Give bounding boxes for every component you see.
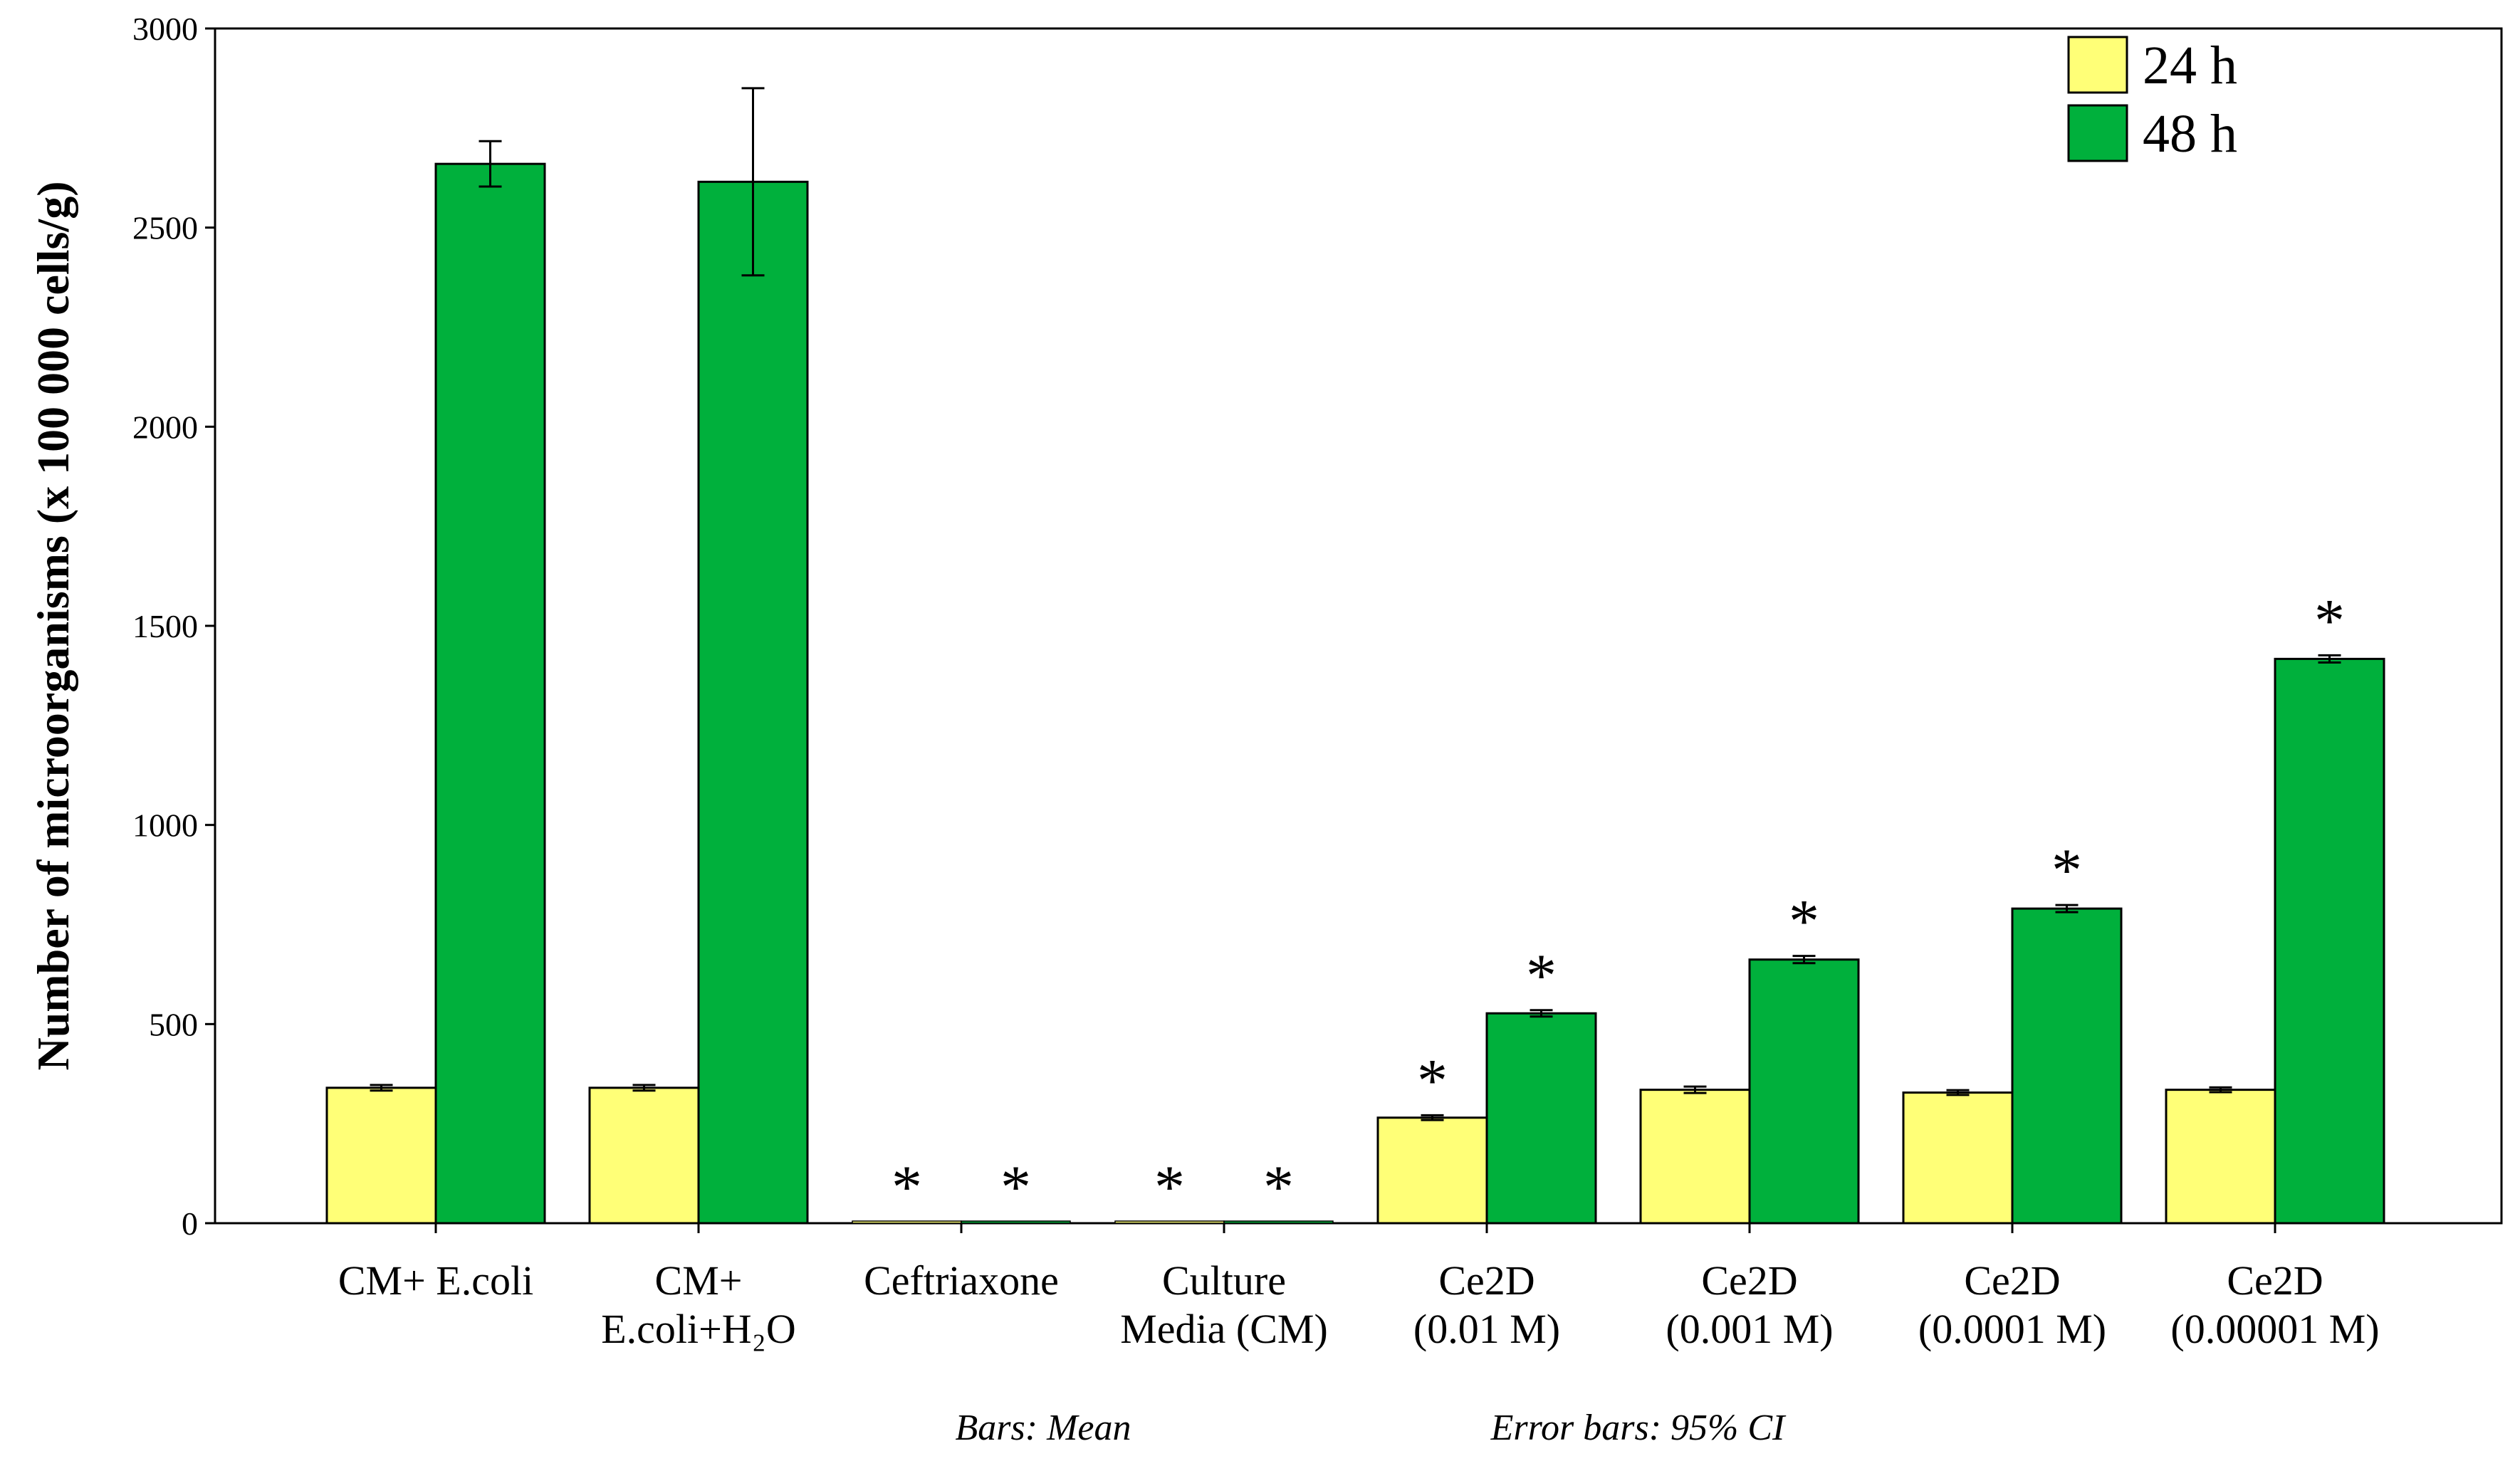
bar [1223, 1220, 1334, 1224]
bar [588, 1086, 700, 1225]
bar [2165, 1089, 2276, 1225]
footnote-bars: Bars: Mean [956, 1408, 1131, 1448]
significance-star: * [1000, 1153, 1031, 1221]
significance-star: * [1526, 941, 1557, 1010]
plot-frame [214, 27, 2503, 1225]
y-tick-label: 1000 [132, 807, 198, 844]
category-label: Media (CM) [1120, 1306, 1328, 1352]
y-tick-label: 500 [149, 1006, 198, 1042]
legend-swatch [2067, 104, 2128, 162]
y-tick-label: 3000 [132, 11, 198, 47]
category-label: (0.001 M) [1666, 1306, 1833, 1352]
category-label: (0.0001 M) [1918, 1306, 2106, 1352]
bar [1376, 1116, 1488, 1225]
significance-star: * [2314, 586, 2345, 654]
y-tick-label: 0 [182, 1205, 198, 1242]
category-label: CM+ E.coli [338, 1257, 533, 1304]
y-tick-label: 2000 [132, 409, 198, 445]
category-label: Ce2D [2227, 1257, 2323, 1304]
significance-star: * [1417, 1046, 1448, 1114]
category-label: (0.01 M) [1413, 1306, 1560, 1352]
legend-label: 24 h [2143, 36, 2237, 95]
significance-star: * [2051, 836, 2082, 904]
bar [1485, 1012, 1597, 1225]
y-axis-title: Number of microorganisms (x 100 000 cell… [28, 181, 78, 1070]
legend-swatch [2067, 36, 2128, 94]
significance-star: * [892, 1153, 922, 1221]
category-label: Ce2D [1438, 1257, 1535, 1304]
bar [434, 162, 546, 1225]
y-tick-label: 1500 [132, 608, 198, 644]
category-label: E.coli+H₂O [601, 1306, 796, 1352]
bar [697, 180, 809, 1225]
bar [1902, 1091, 2014, 1225]
bar [1639, 1089, 1751, 1225]
significance-star: * [1154, 1153, 1185, 1221]
legend-label: 48 h [2143, 104, 2237, 164]
category-label: Culture [1162, 1257, 1286, 1304]
bar [2274, 657, 2385, 1225]
category-label: Ce2D [1964, 1257, 2060, 1304]
category-label: Ce2D [1701, 1257, 1797, 1304]
category-label: CM+ [655, 1257, 743, 1304]
bar [961, 1220, 1071, 1224]
bar [325, 1086, 437, 1225]
bar [852, 1220, 962, 1224]
category-label: Ceftriaxone [864, 1257, 1059, 1304]
category-label: (0.00001 M) [2170, 1306, 2379, 1352]
bar [1114, 1220, 1225, 1224]
y-tick-label: 2500 [132, 210, 198, 246]
bar [2011, 907, 2123, 1225]
significance-star: * [1789, 887, 1819, 955]
footnote-error-bars: Error bars: 95% CI [1490, 1408, 1787, 1448]
significance-star: * [1263, 1153, 1294, 1221]
bar [1748, 958, 1860, 1225]
